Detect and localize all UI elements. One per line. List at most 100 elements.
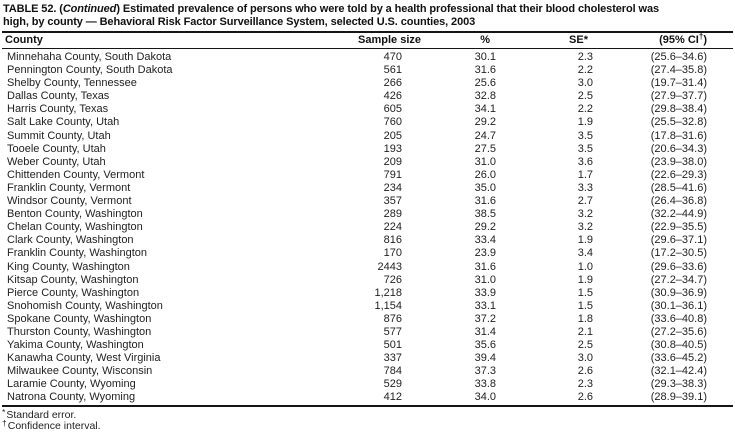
col-header-se: SE*	[502, 32, 597, 49]
cell-county: Summit County, Utah	[7, 129, 111, 142]
cell-county: Pierce County, Washington	[7, 286, 140, 299]
cell-se: 2.2	[577, 64, 593, 77]
cell-sample-size: 760	[383, 116, 402, 129]
cell-sample-size: 577	[383, 325, 402, 338]
cell-se: 3.6	[577, 155, 593, 168]
cell-county: Chittenden County, Vermont	[7, 168, 145, 181]
cell-ci: (25.6–34.6)	[650, 51, 707, 63]
cell-ci: (22.6–29.3)	[650, 168, 707, 181]
cell-sample-size: 784	[383, 365, 402, 378]
cell-ci: (29.6–33.6)	[650, 260, 707, 273]
cell-percent: 26.0	[474, 168, 496, 181]
cell-percent: 35.0	[474, 181, 496, 194]
cell-county: Windsor County, Vermont	[7, 195, 132, 208]
cell-ci: (25.5–32.8)	[650, 116, 707, 129]
table-row: Milwaukee County, Wisconsin 784 37.3 2.6 (32…	[2, 365, 733, 378]
cell-ci: (26.4–36.8)	[650, 195, 707, 208]
cell-se: 2.6	[577, 365, 593, 378]
table-row: Summit County, Utah 205 24.7 3.5 (17.8–31.6)	[2, 130, 733, 143]
table-row: Natrona County, Wyoming 412 34.0 2.6 (28.9–3…	[2, 391, 733, 405]
table-header: County Sample size % SE* (95% CI†)	[2, 32, 733, 49]
cell-county: Thurston County, Washington	[7, 325, 152, 338]
cell-ci: (17.8–31.6)	[650, 129, 707, 142]
table-row: Kanawha County, West Virginia 337 39.4 3.0 (…	[2, 352, 733, 365]
cell-county: Shelby County, Tennessee	[7, 77, 137, 90]
cell-sample-size: 876	[383, 312, 402, 325]
col-header-sample-size: Sample size	[347, 32, 422, 49]
cell-se: 3.2	[577, 208, 593, 221]
cell-se: 2.7	[577, 195, 593, 208]
cell-percent: 33.8	[474, 378, 496, 391]
cell-se: 2.5	[577, 339, 593, 352]
cell-sample-size: 2443	[377, 260, 402, 273]
cell-sample-size: 816	[383, 234, 402, 247]
cell-sample-size: 501	[383, 339, 402, 352]
cell-county: Yakima County, Washington	[7, 339, 144, 352]
cell-se: 2.3	[577, 51, 593, 63]
cell-county: Kanawha County, West Virginia	[7, 352, 161, 365]
cell-ci: (22.9–35.5)	[650, 221, 707, 234]
cell-sample-size: 205	[383, 129, 402, 142]
cell-sample-size: 337	[383, 352, 402, 365]
cell-se: 1.7	[577, 168, 593, 181]
cell-ci: (17.2–30.5)	[650, 247, 707, 260]
cell-sample-size: 209	[383, 155, 402, 168]
dagger-marker: †	[2, 418, 7, 429]
col-header-county: County	[2, 32, 347, 49]
cell-county: Spokane County, Washington	[7, 312, 152, 325]
cell-se: 1.0	[577, 260, 593, 273]
table-title: TABLE 52. (Continued) Estimated prevalen…	[0, 0, 735, 31]
table-title-part1: TABLE 52. (	[3, 3, 63, 15]
cell-percent: 25.6	[474, 77, 496, 90]
cell-percent: 31.0	[474, 155, 496, 168]
cell-percent: 31.6	[474, 195, 496, 208]
cell-sample-size: 605	[383, 103, 402, 116]
footnote-confidence-interval: †Confidence interval.	[2, 418, 101, 433]
cell-percent: 30.1	[474, 51, 496, 63]
cell-percent: 33.9	[474, 286, 496, 299]
cell-sample-size: 426	[383, 90, 402, 103]
cell-se: 1.9	[577, 234, 593, 247]
cell-percent: 34.0	[474, 391, 496, 404]
cell-county: Tooele County, Utah	[7, 142, 106, 155]
table-row: Yakima County, Washington 501 35.6 2.5 (30.8…	[2, 339, 733, 352]
cell-ci: (19.7–31.4)	[650, 77, 707, 90]
cell-percent: 29.2	[474, 116, 496, 129]
cell-ci: (29.8–38.4)	[650, 103, 707, 116]
table-row: Franklin County, Washington 170 23.9 3.4 (17…	[2, 247, 733, 260]
cell-percent: 27.5	[474, 142, 496, 155]
cell-county: Milwaukee County, Wisconsin	[7, 365, 153, 378]
cell-percent: 34.1	[474, 103, 496, 116]
cell-se: 1.9	[577, 116, 593, 129]
cell-percent: 31.0	[474, 273, 496, 286]
cell-se: 2.6	[577, 391, 593, 404]
cell-sample-size: 266	[383, 77, 402, 90]
county-cholesterol-table: County Sample size % SE* (95% CI†) Minne…	[2, 31, 733, 407]
table-row: Benton County, Washington 289 38.5 3.2 (32.2…	[2, 208, 733, 221]
cell-county: Pennington County, South Dakota	[7, 64, 173, 77]
cell-ci: (30.9–36.9)	[650, 286, 707, 299]
cell-percent: 39.4	[474, 352, 496, 365]
cell-se: 3.4	[577, 247, 593, 260]
table-title-part2: ) Estimated prevalence of persons who we…	[116, 3, 659, 15]
cell-county: Chelan County, Washington	[7, 221, 143, 234]
cell-ci: (33.6–45.2)	[650, 352, 707, 365]
cell-percent: 33.4	[474, 234, 496, 247]
cell-ci: (30.8–40.5)	[650, 339, 707, 352]
cell-ci: (29.6–37.1)	[650, 234, 707, 247]
cell-percent: 31.6	[474, 260, 496, 273]
table-body: Minnehaha County, South Dakota 470 30.1 2.3…	[2, 49, 733, 406]
cell-sample-size: 224	[383, 221, 402, 234]
asterisk-marker: *	[2, 406, 6, 417]
table-row: Minnehaha County, South Dakota 470 30.1 2.3…	[2, 49, 733, 65]
cell-percent: 37.3	[474, 365, 496, 378]
cell-sample-size: 529	[383, 378, 402, 391]
cell-percent: 31.6	[474, 64, 496, 77]
table-row: Windsor County, Vermont 357 31.6 2.7 (26.4–3…	[2, 195, 733, 208]
cell-se: 3.2	[577, 221, 593, 234]
cell-ci: (30.1–36.1)	[650, 299, 707, 312]
table-row: Shelby County, Tennessee 266 25.6 3.0 (19.7–…	[2, 77, 733, 90]
cell-se: 3.0	[577, 352, 593, 365]
table-title-line2: high, by county — Behavioral Risk Factor…	[3, 16, 476, 28]
cell-county: Kitsap County, Washington	[7, 273, 139, 286]
